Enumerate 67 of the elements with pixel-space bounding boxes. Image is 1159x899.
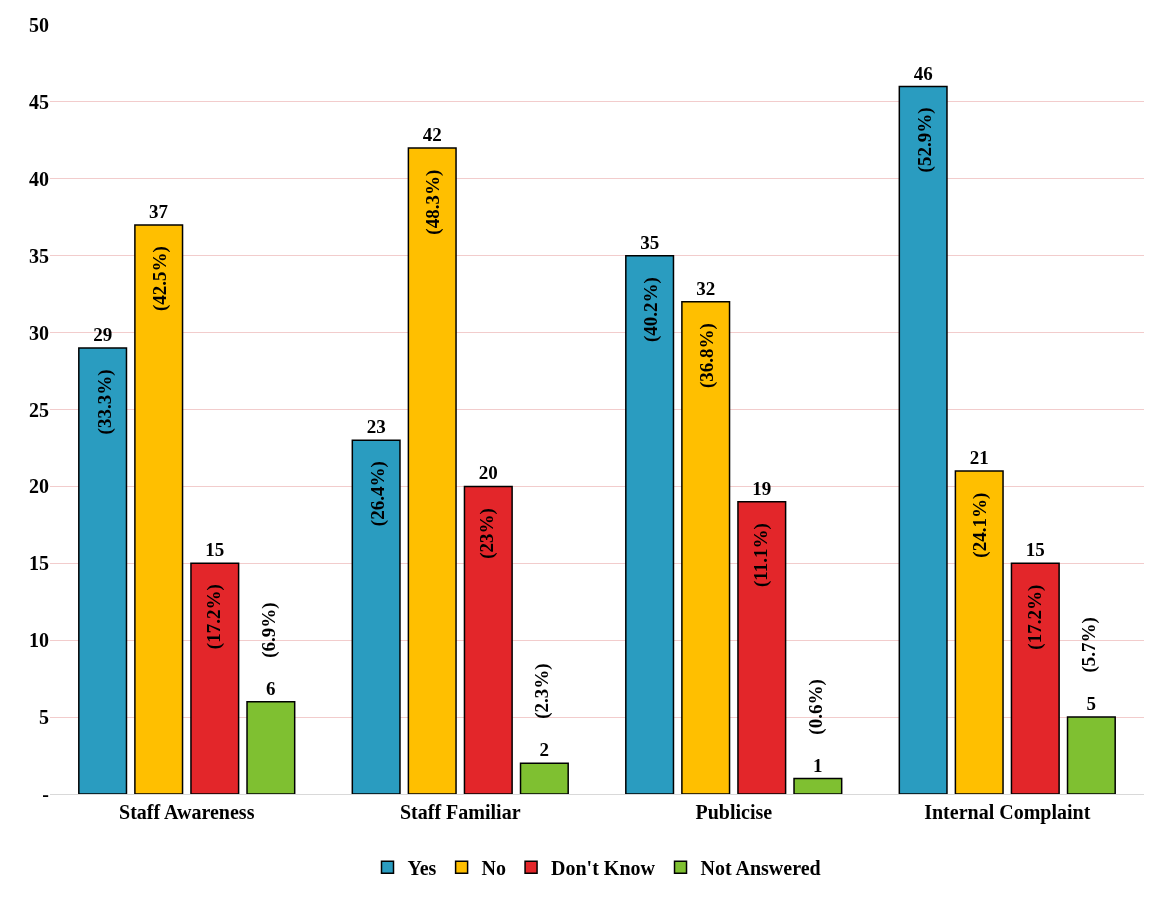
data-label: 37: [148, 200, 169, 222]
data-label: 15: [205, 539, 225, 561]
data-label: 19: [752, 477, 772, 499]
annotation: (23%): [476, 508, 499, 559]
annotation: (17.2%): [1023, 584, 1046, 650]
bar: [1010, 562, 1060, 794]
y-tick-label: 35: [29, 244, 49, 267]
annotation: (36.8%): [695, 323, 718, 388]
annotation: (26.4%): [367, 461, 390, 527]
annotation: (2.3%): [530, 663, 553, 719]
annotation: (6.9%): [257, 602, 280, 658]
data-label: 1: [813, 754, 823, 776]
annotation: (11.1%): [750, 523, 773, 588]
y-tick-label: 45: [29, 90, 49, 113]
annotation: (42.5%): [148, 246, 171, 312]
annotation: (40.2%): [640, 277, 663, 343]
data-label: 6: [266, 677, 276, 699]
annotation: (48.3%): [422, 169, 445, 235]
annotation: (5.7%): [1078, 617, 1100, 673]
bar: [793, 777, 843, 794]
legend-label: Not Answered: [700, 857, 821, 880]
bar: [351, 439, 401, 794]
data-label: 21: [969, 447, 989, 469]
legend-label: Don't Know: [551, 857, 656, 880]
y-tick-label: 50: [29, 14, 49, 36]
bar: [737, 501, 787, 794]
legend-label: Yes: [407, 857, 437, 880]
data-label: 29: [93, 323, 113, 345]
bar: [681, 301, 731, 794]
bar: [898, 85, 948, 794]
bar: [519, 762, 569, 794]
annotation: (33.3%): [93, 369, 116, 435]
annotation: (52.9%): [913, 107, 936, 173]
x-tick-label: Publicise: [695, 801, 773, 823]
data-label: 20: [478, 462, 498, 484]
data-label: 35: [640, 231, 660, 253]
bar: [246, 700, 296, 794]
annotation: (17.2%): [203, 584, 226, 650]
annotation: (0.6%): [804, 679, 827, 735]
y-tick-label: 5: [39, 706, 49, 729]
bar: [625, 254, 675, 794]
annotation: (24.1%): [969, 492, 992, 558]
data-label: 42: [422, 124, 442, 146]
bar: [954, 470, 1004, 794]
y-tick-label: 40: [29, 167, 49, 190]
x-tick-label: Internal Complaint: [924, 801, 1091, 824]
x-tick-label: Staff Familiar: [399, 801, 521, 823]
bar: [463, 485, 513, 794]
bar: [190, 562, 240, 794]
bar: [1066, 716, 1116, 794]
x-tick-label: Staff Awareness: [119, 801, 255, 823]
y-tick-label: 20: [29, 475, 49, 498]
data-label: 46: [913, 62, 933, 84]
bar: [407, 147, 457, 794]
y-tick-label: 10: [29, 629, 49, 652]
legend-label: No: [481, 857, 507, 880]
y-tick-label: -: [42, 783, 49, 805]
data-label: 5: [1086, 693, 1097, 715]
data-label: 2: [539, 739, 550, 761]
data-label: 23: [366, 416, 386, 438]
bar: [134, 224, 184, 794]
y-tick-label: 15: [29, 552, 49, 575]
data-label: 15: [1025, 539, 1045, 561]
y-tick-label: 30: [29, 321, 49, 344]
y-tick-label: 25: [29, 398, 49, 421]
data-label: 32: [696, 277, 716, 299]
bar: [78, 347, 128, 794]
